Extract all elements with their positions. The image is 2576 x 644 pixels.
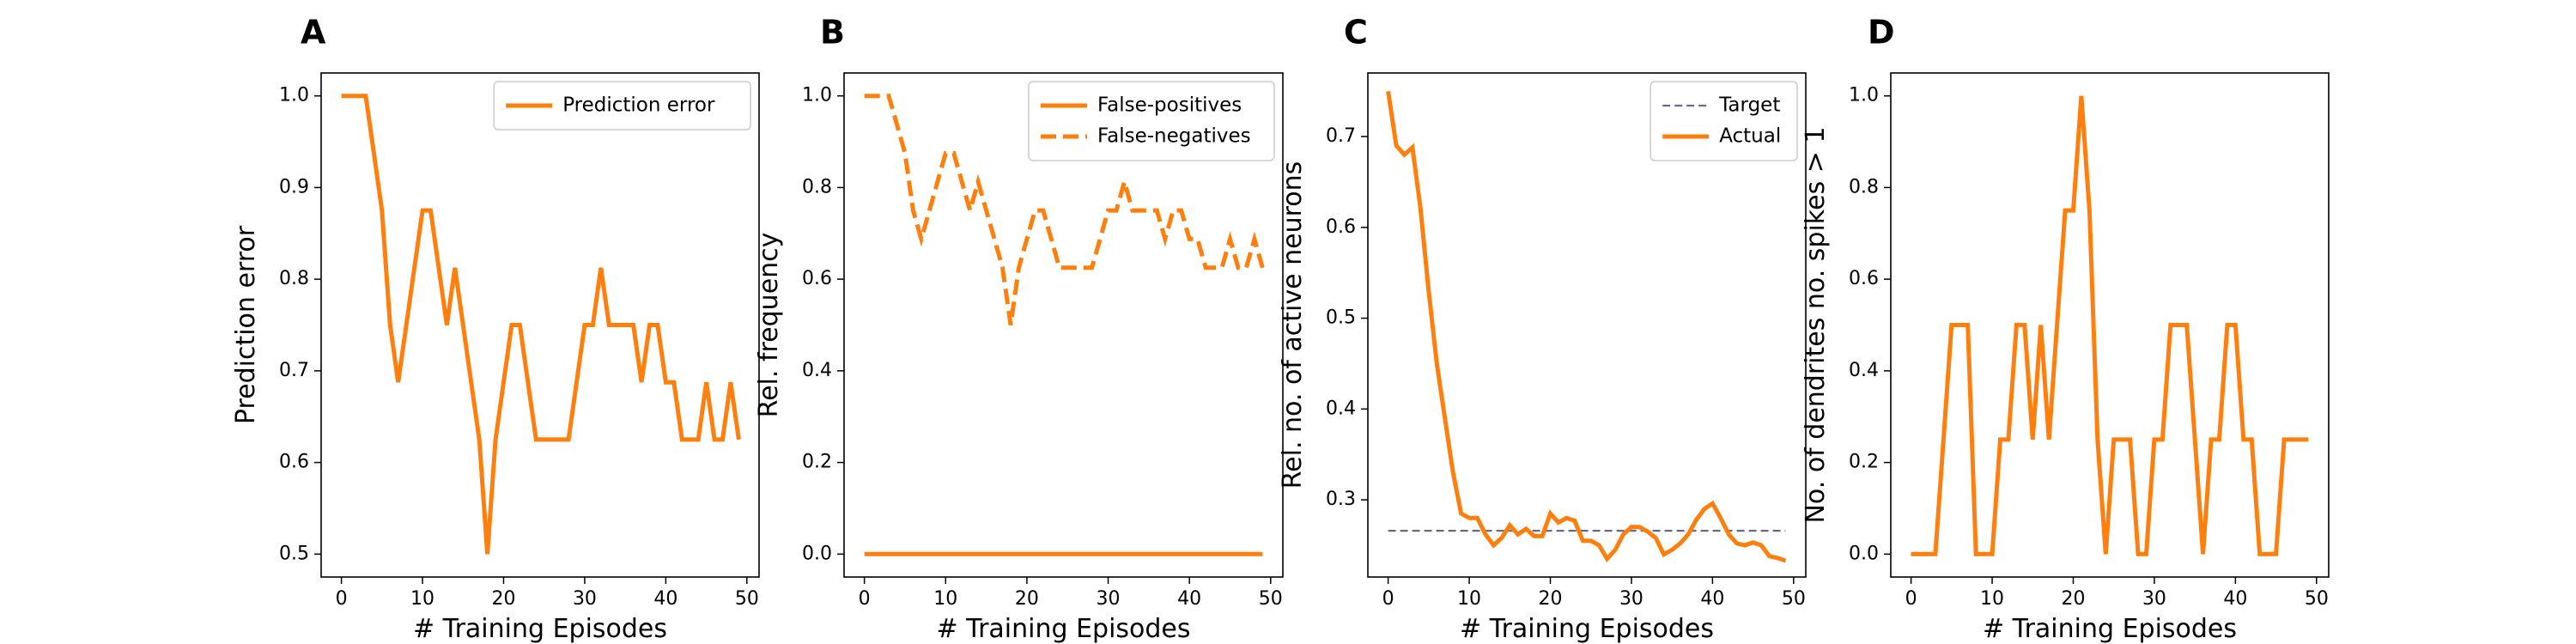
x-tick-label: 0 [336,588,348,610]
series-line [1911,95,2309,556]
y-tick-label: 0.3 [1326,489,1356,510]
false-negatives-line [864,94,1265,325]
x-tick-label: 30 [1097,588,1121,610]
axes-frame [320,72,760,578]
y-tick-label: 1.0 [279,85,309,106]
y-tick-label: 0.8 [802,176,832,197]
x-tick-label: 50 [1782,588,1806,610]
axes-frame [843,72,1284,578]
y-tick-label: 0.5 [1326,307,1356,329]
y-axis-label: Rel. frequency [754,233,784,418]
x-tick-label: 40 [653,588,677,610]
x-tick-label: 30 [1619,588,1643,610]
legend-label: Target [1718,94,1780,117]
panel-b: B 0 10 20 30 40 50 0.0 0.2 0.4 0.6 0.8 1.0 # Training… [754,14,1284,644]
x-tick-label: 10 [410,588,434,610]
x-tick-label: 10 [1457,588,1481,610]
x-axis-label: # Training Episodes [1460,614,1714,644]
y-tick-label: 0.6 [1849,268,1879,289]
x-tick-label: 50 [1259,588,1283,610]
x-tick-label: 20 [1539,588,1563,610]
x-tick-label: 20 [1015,588,1039,610]
x-tick-label: 10 [933,588,957,610]
y-tick-label: 0.6 [279,452,309,473]
legend-label: Actual [1719,125,1781,148]
panel-label: A [301,14,326,52]
y-tick-label: 0.6 [1326,216,1356,238]
y-tick-label: 1.0 [1849,85,1879,106]
x-tick-label: 50 [735,588,759,610]
legend-label: Prediction error [562,94,715,117]
x-tick-label: 30 [2142,588,2166,610]
x-tick-label: 20 [2062,588,2086,610]
y-axis-label: Prediction error [231,225,261,424]
y-tick-label: 0.2 [802,452,832,473]
x-axis-label: # Training Episodes [413,614,667,644]
x-axis-label: # Training Episodes [1983,614,2237,644]
y-tick-label: 0.2 [1849,452,1879,473]
legend-box [1028,81,1275,161]
panel-label: D [1868,14,1895,52]
x-axis-label: # Training Episodes [936,614,1190,644]
legend-box [493,81,751,131]
axes-frame [1367,72,1807,578]
panel-a: A 0 10 20 30 40 50 0.5 0.6 0.7 0.8 0.9 1.0 # Training… [231,14,760,644]
y-tick-label: 0.7 [1326,125,1356,147]
y-axis-label: No. of dendrites no. spikes > 1 [1801,126,1831,523]
legend: Prediction error [493,81,751,131]
y-axis-label: Rel. no. of active neurons [1278,161,1308,489]
y-tick-label: 0.4 [1326,398,1356,419]
y-tick-label: 0.8 [279,268,309,289]
axes-frame [1890,72,2330,578]
y-tick-label: 0.5 [279,543,309,564]
panel-label: C [1344,14,1368,52]
x-tick-label: 50 [2305,588,2329,610]
panel-d: D 0 10 20 30 40 50 0.0 0.2 0.4 0.6 0.8 1.0 # Training… [1801,14,2330,644]
actual-line [1386,90,1787,563]
legend: False-positives False-negatives [1028,81,1275,161]
x-tick-label: 20 [492,588,516,610]
y-tick-label: 1.0 [802,85,832,106]
panel-label: B [820,14,845,52]
x-tick-label: 40 [1700,588,1724,610]
legend-label: False-negatives [1097,125,1251,148]
x-tick-label: 0 [859,588,871,610]
x-tick-label: 0 [1905,588,1917,610]
x-tick-label: 30 [573,588,597,610]
legend-box [1649,81,1798,161]
panel-c: C 0 10 20 30 40 50 0.3 0.4 0.5 0.6 0.7 # Training Ep… [1278,14,1807,644]
legend: Target Actual [1649,81,1798,161]
y-tick-label: 0.4 [802,360,832,381]
y-tick-label: 0.7 [279,360,309,381]
x-tick-label: 0 [1382,588,1394,610]
prediction-error-line [341,94,741,555]
y-tick-label: 0.0 [802,543,832,564]
y-tick-label: 0.0 [1849,543,1879,564]
y-tick-label: 0.9 [279,176,309,197]
y-tick-label: 0.4 [1849,360,1879,381]
x-tick-label: 40 [2223,588,2247,610]
x-tick-label: 40 [1177,588,1201,610]
y-tick-label: 0.8 [1849,176,1879,197]
x-tick-label: 10 [1980,588,2004,610]
y-tick-label: 0.6 [802,268,832,289]
legend-label: False-positives [1097,94,1242,117]
